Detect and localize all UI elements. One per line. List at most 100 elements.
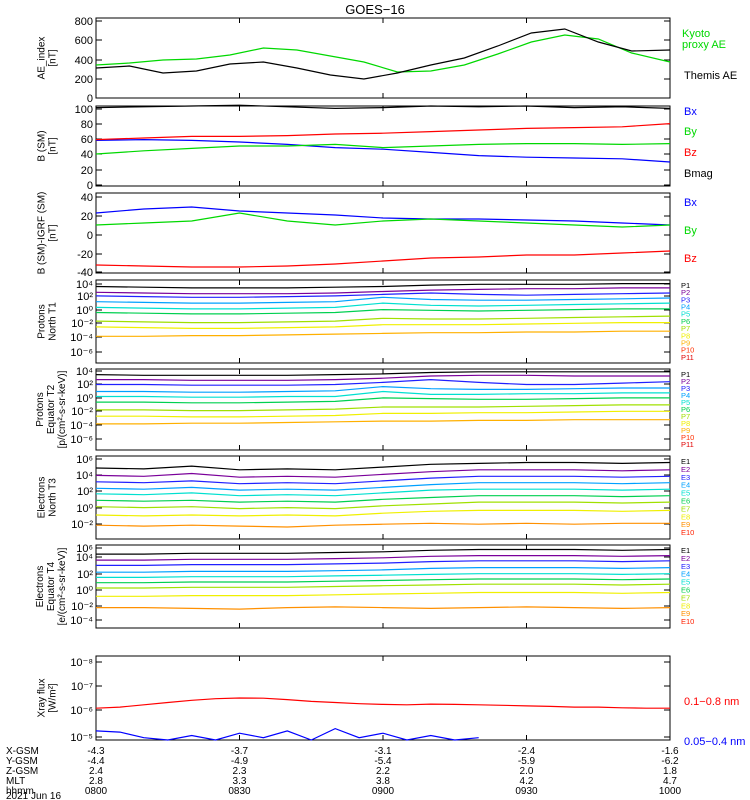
series-line-e9: [96, 606, 671, 610]
panel-frame: [95, 105, 671, 187]
legend-entry: E3: [681, 473, 690, 482]
series-line-p4: [95, 296, 671, 304]
y-tick-label: 10⁻⁶: [70, 347, 93, 359]
legend-entry: P10: [681, 433, 694, 442]
y-tick-label: 10²: [77, 379, 93, 391]
y-tick-label: 10²: [77, 291, 93, 303]
series-line-e2: [96, 555, 671, 561]
panel-8: 10⁻⁸ 10⁻⁷ 10⁻⁶ 10⁻⁵ Xray flux [W/m²] 0.1−0.8 n…: [37, 655, 745, 748]
legend-entry: E4: [681, 481, 690, 490]
y-axis-label: [nT]: [48, 137, 59, 154]
y-tick-label: 10⁻⁸: [70, 657, 93, 669]
y-tick-label: 10⁻⁶: [70, 434, 93, 446]
legend-entry: P8: [681, 331, 690, 340]
x-tick-value: -4.9: [231, 756, 249, 767]
legend-entry: E10: [681, 617, 694, 626]
legend-entry: E8: [681, 512, 690, 521]
legend-entry: P4: [681, 391, 690, 400]
series-line-p3: [96, 378, 671, 386]
legend-entry: E9: [681, 520, 690, 529]
legend-entry: E8: [681, 601, 690, 610]
y-axis-label: [W/m²]: [48, 683, 59, 713]
y-tick-label: 10⁻²: [71, 601, 93, 613]
y-tick-label: 10⁰: [76, 585, 93, 597]
legend-entry: P10: [681, 346, 694, 355]
x-tick-value: -3.7: [231, 746, 249, 757]
x-row-label: Y-GSM: [6, 756, 38, 767]
x-row-label: MLT: [6, 776, 25, 787]
legend-entry: proxy AE: [682, 39, 726, 51]
panel-frame: [95, 368, 671, 451]
y-tick-label: 10⁴: [76, 470, 93, 482]
y-tick-label: 10⁻⁶: [70, 705, 93, 717]
series-line-e8: [96, 591, 671, 597]
y-axis-label: Equator T2: [46, 384, 57, 434]
legend-entry: P2: [681, 288, 690, 297]
x-tick-value: 4.2: [520, 776, 534, 787]
panel-frame: [95, 279, 671, 364]
legend-entry: P3: [681, 384, 690, 393]
y-tick-label: 100: [75, 104, 93, 116]
y-axis-label: B (SM): [37, 130, 48, 161]
x-tick-value: 0930: [515, 786, 538, 797]
series-line-p7: [96, 404, 670, 412]
y-axis-label: Protons: [35, 392, 46, 426]
series-line-e9: [95, 522, 670, 528]
legend-entry: P1: [681, 370, 690, 379]
legend-entry: E6: [681, 586, 690, 595]
y-tick-label: 10⁻⁴: [70, 420, 93, 432]
legend-entry: Themis AE: [684, 70, 737, 82]
legend-entry: P5: [681, 398, 690, 407]
y-tick-label: 10⁴: [76, 366, 93, 378]
x-tick-value: 1000: [659, 786, 682, 797]
panel-frame: [95, 17, 671, 99]
x-tick-value: 3.8: [376, 776, 390, 787]
x-row-label: Z-GSM: [6, 766, 38, 777]
x-tick-value: -5.4: [374, 756, 392, 767]
series-line-p9: [96, 419, 670, 425]
series-line-e4: [96, 567, 671, 573]
panel-3-data: [95, 206, 671, 268]
legend-entry: P1: [681, 281, 690, 290]
series-line-p5: [95, 302, 671, 310]
x-tick-value: -4.3: [87, 746, 105, 757]
y-tick-label: 10⁻⁴: [70, 332, 93, 344]
legend-entry: P6: [681, 317, 690, 326]
legend: 0.1−0.8 nm 0.05−0.4 nm: [684, 696, 745, 748]
panel-5-data: [95, 371, 671, 425]
y-axis-label: Electrons: [35, 566, 46, 608]
legend-entry: Bz: [684, 147, 697, 159]
x-tick-value: -5.9: [518, 756, 536, 767]
panel-frame: [95, 455, 671, 540]
x-tick-value: 2.2: [376, 766, 390, 777]
legend-entry: By: [684, 126, 697, 138]
legend-entry: P3: [681, 295, 690, 304]
series-line-e2: [95, 469, 671, 478]
panel-1-data: [95, 28, 671, 80]
series-line-p7: [95, 315, 671, 324]
series-line-e3: [95, 475, 671, 485]
legend-entry: P2: [681, 377, 690, 386]
series-line-themis-ae: [95, 28, 671, 80]
y-tick-label: 10⁰: [76, 503, 93, 515]
y-axis-label: Electrons: [37, 477, 48, 519]
series-line-p2: [95, 287, 670, 295]
series-line-e7: [95, 501, 671, 510]
y-axis-label: Protons: [37, 304, 48, 338]
panel-7-data: [96, 548, 671, 610]
y-tick-label: 10²: [77, 486, 93, 498]
x-row-label: hhmm: [6, 786, 34, 797]
y-tick-label: 10⁶: [76, 543, 93, 555]
y-tick-label: 60: [81, 134, 93, 146]
y-tick-label: 10⁰: [76, 393, 93, 405]
panel-frame: [95, 655, 671, 741]
legend-entry: E5: [681, 578, 690, 587]
legend-entry: E1: [681, 546, 690, 555]
series-line-e6: [95, 495, 671, 503]
legend-entry: 0.05−0.4 nm: [684, 736, 745, 748]
